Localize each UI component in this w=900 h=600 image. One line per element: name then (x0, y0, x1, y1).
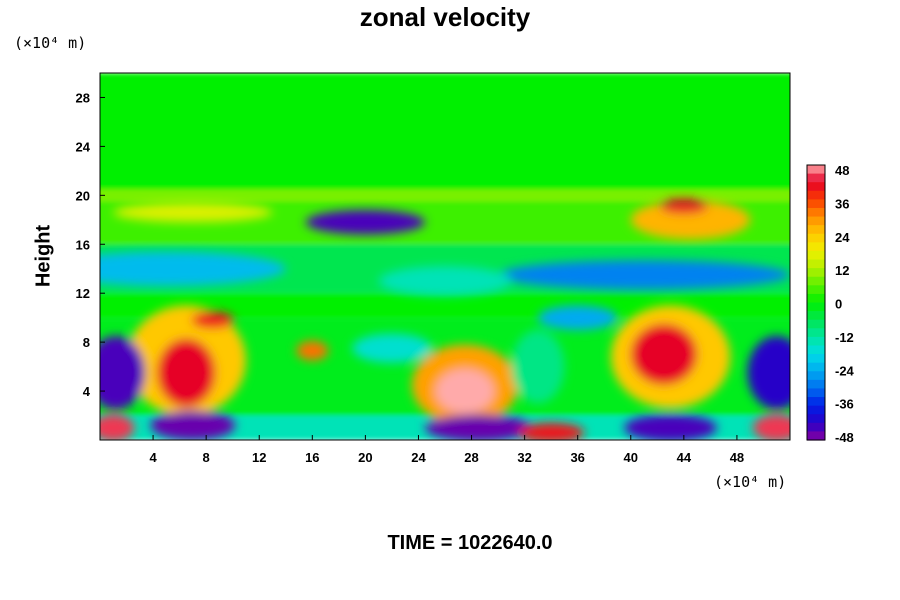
colorbar-tick-label: 36 (835, 196, 849, 211)
y-tick-label: 4 (83, 384, 91, 399)
heatmap-feature (517, 422, 585, 440)
heatmap-feature (435, 369, 495, 414)
heatmap-field (100, 73, 790, 440)
colorbar-segment (807, 293, 825, 304)
x-tick-label: 48 (730, 450, 744, 465)
heatmap-feature (425, 414, 532, 440)
colorbar-segment (807, 233, 825, 243)
colorbar-segment (807, 388, 825, 398)
heatmap-feature (352, 333, 432, 363)
colorbar-segment (807, 328, 825, 338)
colorbar-segment (807, 250, 825, 261)
x-tick-label: 40 (624, 450, 638, 465)
heatmap-feature (630, 323, 698, 385)
colorbar-segment (807, 311, 825, 321)
heatmap-band (100, 189, 790, 202)
x-tick-label: 28 (464, 450, 478, 465)
heatmap-feature (378, 266, 512, 296)
colorbar-tick-label: 12 (835, 263, 849, 278)
heatmap-feature (747, 336, 790, 410)
colorbar-segment (807, 173, 825, 183)
heatmap-feature (752, 414, 790, 440)
colorbar-segment (807, 225, 825, 235)
colorbar-segment (807, 371, 825, 381)
x-tick-label: 32 (517, 450, 531, 465)
colorbar-segment (807, 379, 825, 390)
colorbar-segment (807, 199, 825, 209)
heatmap-feature (113, 202, 273, 223)
x-tick-label: 8 (203, 450, 210, 465)
colorbar-segment (807, 422, 825, 433)
heatmap-feature (296, 340, 329, 361)
colorbar-segment (807, 397, 825, 407)
y-tick-label: 24 (76, 139, 91, 154)
colorbar-segment (807, 182, 825, 192)
colorbar-segment (807, 216, 825, 226)
colorbar-frame (806, 164, 826, 441)
colorbar-segment (807, 276, 825, 286)
y-axis-unit: (×10⁴ m) (14, 34, 87, 52)
colorbar-tick-label: -36 (835, 397, 854, 412)
colorbar-segment (807, 259, 825, 269)
colorbar-segment (807, 302, 825, 312)
x-tick-label: 12 (252, 450, 266, 465)
x-tick-label: 44 (677, 450, 692, 465)
colorbar-segment (807, 336, 825, 347)
heatmap-feature (498, 260, 790, 290)
heatmap-feature (537, 305, 618, 330)
heatmap-feature (659, 199, 708, 214)
colorbar-segment (807, 268, 825, 278)
colorbar-segment (807, 354, 825, 364)
colorbar-segment (807, 362, 825, 372)
plot-frame (99, 72, 791, 441)
heatmap-feature (157, 338, 216, 407)
colorbar-tick-label: -12 (835, 330, 854, 345)
x-axis: 4 8 12 16 20 24 28 32 36 40 44 48 (149, 435, 744, 465)
heatmap-band (100, 73, 790, 196)
y-tick-label: 12 (76, 286, 90, 301)
y-tick-label: 16 (76, 237, 90, 252)
colorbar-segment (807, 345, 825, 355)
colorbar-segment (807, 431, 825, 441)
heatmap-feature (630, 200, 751, 240)
y-axis: 4 8 12 16 20 24 28 (76, 90, 105, 399)
colorbar: 48 36 24 12 0 -12 -24 -36 -48 (806, 163, 855, 445)
colorbar-segment (807, 207, 825, 218)
colorbar-segment (807, 405, 825, 415)
colorbar-segment (807, 190, 825, 200)
heatmap-feature (624, 414, 718, 440)
colorbar-tick-label: -24 (835, 363, 855, 378)
y-tick-label: 28 (76, 90, 90, 105)
heatmap-feature (100, 251, 286, 286)
y-tick-label: 20 (76, 188, 90, 203)
heatmap-feature (100, 414, 135, 440)
colorbar-segment (807, 414, 825, 424)
colorbar-segment (807, 242, 825, 252)
heatmap-feature (305, 210, 426, 235)
x-tick-label: 24 (411, 450, 426, 465)
colorbar-tick-label: 24 (835, 230, 850, 245)
colorbar-segment (807, 319, 825, 329)
time-label: TIME = 1022640.0 (387, 532, 553, 554)
x-tick-label: 4 (149, 450, 157, 465)
x-tick-label: 16 (305, 450, 319, 465)
colorbar-segment (807, 165, 825, 175)
heatmap-feature (511, 329, 565, 404)
colorbar-tick-label: -48 (835, 430, 854, 445)
heatmap-feature (150, 410, 236, 440)
x-axis-unit: (×10⁴ m) (714, 473, 787, 491)
x-tick-label: 20 (358, 450, 372, 465)
heatmap-feature (191, 311, 235, 329)
x-tick-label: 36 (570, 450, 584, 465)
colorbar-segment (807, 285, 825, 295)
chart-title: zonal velocity (359, 2, 531, 32)
colorbar-tick-label: 0 (835, 297, 842, 312)
colorbar-tick-label: 48 (835, 163, 849, 178)
y-tick-label: 8 (83, 335, 90, 350)
heatmap-feature (100, 336, 146, 410)
